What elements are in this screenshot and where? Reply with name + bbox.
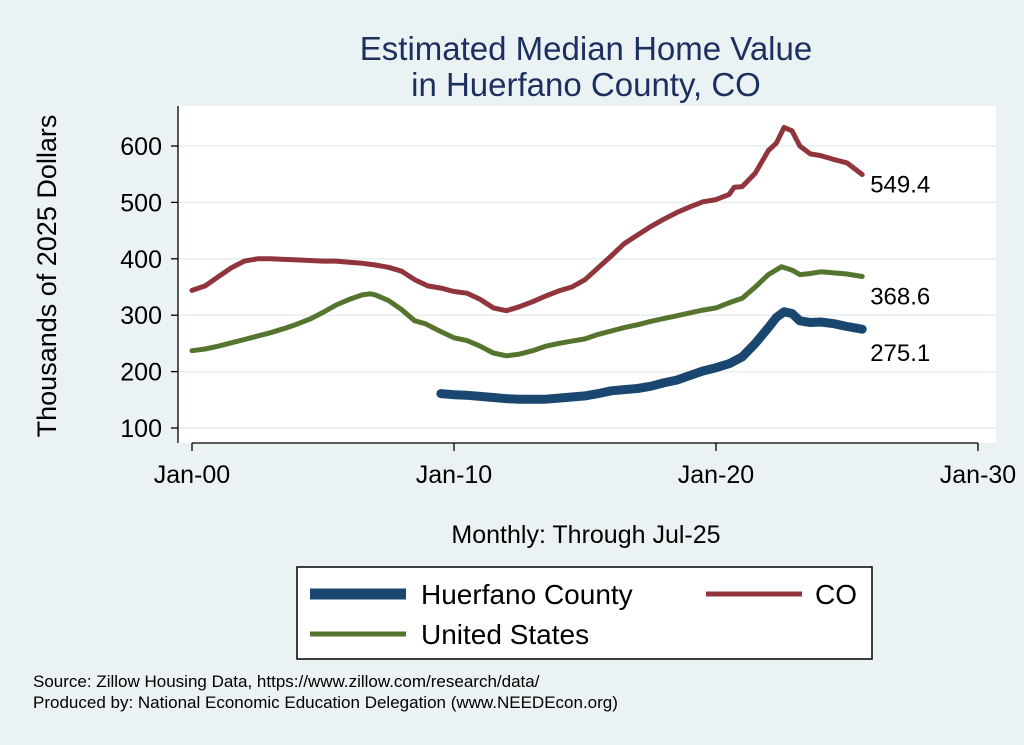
axes: 100 200 300 400 500 600 Jan-00 Jan-10 Jan-20 Jan-… [120,106,1016,489]
x-tick-label: Jan-00 [154,461,230,489]
series-line-us [189,264,865,359]
y-tick-label: 600 [120,133,162,161]
end-labels: 275.1 549.4 368.6 [870,172,930,368]
y-tick-label: 200 [120,359,162,387]
y-tick-label: 400 [120,246,162,274]
legend-box [296,566,873,660]
end-label-huerfano: 275.1 [870,340,930,367]
series-lines [189,124,867,404]
legend-label-co: CO [815,579,857,610]
series-line-huerfano [436,307,867,404]
legend: Huerfano County CO United States [296,566,873,660]
series-line-co [189,124,865,314]
y-tick-label: 500 [120,189,162,217]
end-label-us: 368.6 [870,284,930,311]
chart-title-line-1: Estimated Median Home Value [360,30,812,67]
end-label-co: 549.4 [870,172,930,199]
chart-title-line-2: in Huerfano County, CO [411,66,761,103]
produced-by-note: Produced by: National Economic Education… [33,693,618,712]
y-tick-label: 100 [120,415,162,443]
y-axis-title: Thousands of 2025 Dollars [32,115,62,438]
x-axis-title: Monthly: Through Jul-25 [451,521,720,549]
legend-label-huerfano: Huerfano County [421,579,633,610]
legend-label-us: United States [421,619,589,650]
y-tick-label: 300 [120,302,162,330]
x-tick-label: Jan-20 [678,461,754,489]
source-note: Source: Zillow Housing Data, https://www… [33,672,540,691]
x-tick-label: Jan-10 [416,461,492,489]
x-tick-label: Jan-30 [940,461,1016,489]
